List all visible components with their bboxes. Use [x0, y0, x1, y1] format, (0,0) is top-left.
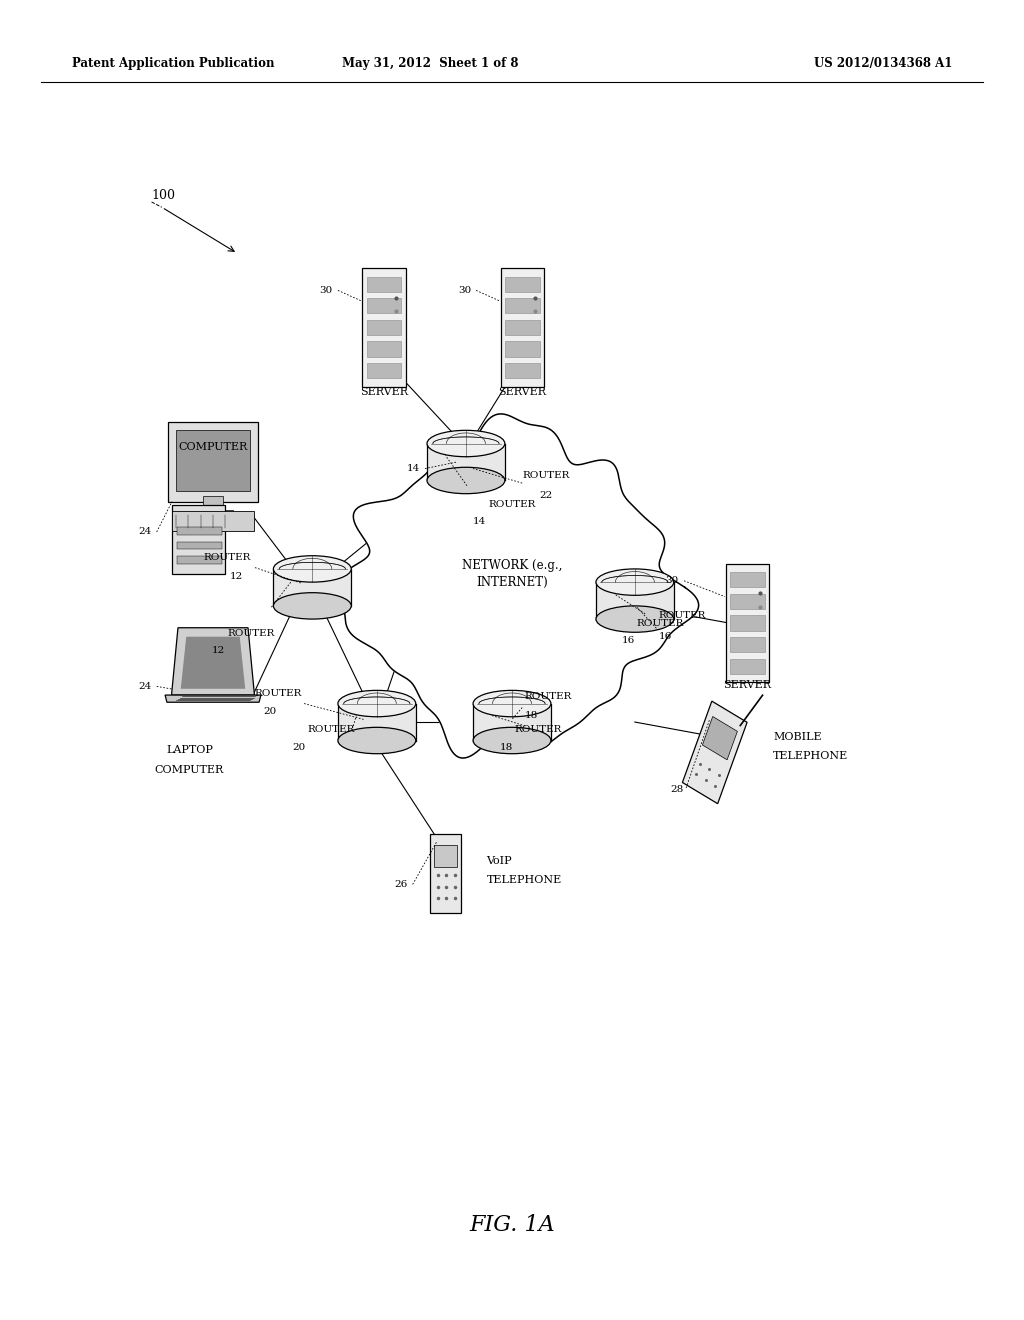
Text: NETWORK (e.g.,
INTERNET): NETWORK (e.g., INTERNET) [462, 560, 562, 589]
Text: FIG. 1A: FIG. 1A [469, 1214, 555, 1236]
Bar [730, 638, 765, 652]
Text: COMPUTER: COMPUTER [178, 442, 248, 453]
Text: 30: 30 [319, 286, 333, 294]
Polygon shape [473, 704, 551, 741]
Polygon shape [180, 636, 246, 689]
Text: LAPTOP: LAPTOP [166, 744, 213, 755]
Bar [367, 342, 401, 356]
Bar [177, 557, 222, 565]
Text: ROUTER: ROUTER [488, 500, 536, 508]
Text: 24: 24 [138, 528, 152, 536]
Ellipse shape [427, 430, 505, 457]
Text: 30: 30 [666, 577, 679, 585]
Polygon shape [682, 701, 748, 804]
Text: 12: 12 [212, 647, 225, 655]
Text: COMPUTER: COMPUTER [155, 764, 224, 775]
Text: ROUTER: ROUTER [524, 693, 571, 701]
Text: 12: 12 [229, 573, 243, 581]
Text: VoIP: VoIP [486, 855, 512, 866]
Bar [505, 342, 540, 356]
Text: 18: 18 [500, 743, 513, 751]
Bar [362, 268, 406, 387]
Bar [726, 564, 769, 682]
Text: ROUTER: ROUTER [307, 726, 354, 734]
Bar [505, 298, 540, 313]
Ellipse shape [338, 690, 416, 717]
Text: 20: 20 [263, 708, 276, 715]
Ellipse shape [596, 569, 674, 595]
Text: ROUTER: ROUTER [522, 471, 569, 479]
Bar [168, 422, 258, 502]
Bar [430, 834, 461, 913]
Ellipse shape [473, 727, 551, 754]
Bar [177, 527, 222, 535]
Bar [172, 511, 254, 531]
Ellipse shape [596, 606, 674, 632]
Text: 30: 30 [458, 286, 471, 294]
Text: ROUTER: ROUTER [637, 619, 684, 627]
Polygon shape [273, 569, 351, 606]
Text: 16: 16 [658, 632, 672, 640]
Text: Patent Application Publication: Patent Application Publication [72, 57, 274, 70]
Ellipse shape [427, 467, 505, 494]
Polygon shape [171, 628, 254, 696]
Text: ROUTER: ROUTER [204, 553, 251, 561]
Text: 16: 16 [622, 636, 635, 644]
Bar [730, 594, 765, 609]
Polygon shape [596, 582, 674, 619]
Bar [730, 659, 765, 673]
Bar [505, 363, 540, 378]
Text: 22: 22 [540, 491, 553, 499]
Text: MOBILE: MOBILE [773, 731, 821, 742]
Text: 20: 20 [292, 743, 305, 751]
Bar [172, 506, 225, 574]
Bar [367, 277, 401, 292]
Polygon shape [338, 414, 698, 758]
Bar [501, 268, 544, 387]
Bar [434, 845, 457, 867]
Bar [367, 363, 401, 378]
Ellipse shape [273, 556, 351, 582]
Text: 18: 18 [524, 711, 538, 719]
Ellipse shape [473, 690, 551, 717]
Polygon shape [338, 704, 416, 741]
Text: SERVER: SERVER [360, 387, 408, 397]
Text: 100: 100 [152, 189, 175, 202]
Bar [367, 319, 401, 335]
Bar [193, 510, 233, 525]
Text: 24: 24 [138, 682, 152, 690]
Text: SERVER: SERVER [499, 387, 546, 397]
Text: 28: 28 [671, 785, 684, 793]
Text: ROUTER: ROUTER [255, 689, 302, 697]
Text: 26: 26 [394, 880, 408, 888]
Text: US 2012/0134368 A1: US 2012/0134368 A1 [814, 57, 952, 70]
Bar [505, 277, 540, 292]
Bar [505, 319, 540, 335]
Polygon shape [427, 444, 505, 480]
Text: May 31, 2012  Sheet 1 of 8: May 31, 2012 Sheet 1 of 8 [342, 57, 518, 70]
Bar [176, 430, 250, 491]
Text: TELEPHONE: TELEPHONE [486, 875, 561, 886]
Bar [730, 573, 765, 587]
Text: 14: 14 [407, 465, 420, 473]
Text: 14: 14 [473, 517, 486, 525]
Bar [367, 298, 401, 313]
Text: TELEPHONE: TELEPHONE [773, 751, 848, 762]
Polygon shape [702, 717, 737, 760]
Text: ROUTER: ROUTER [658, 611, 706, 619]
Bar [203, 496, 223, 512]
Text: ROUTER: ROUTER [515, 726, 562, 734]
Polygon shape [165, 696, 261, 702]
Bar [730, 615, 765, 631]
Bar [177, 541, 222, 549]
Text: ROUTER: ROUTER [227, 630, 274, 638]
Ellipse shape [338, 727, 416, 754]
Text: SERVER: SERVER [724, 680, 771, 690]
Ellipse shape [273, 593, 351, 619]
